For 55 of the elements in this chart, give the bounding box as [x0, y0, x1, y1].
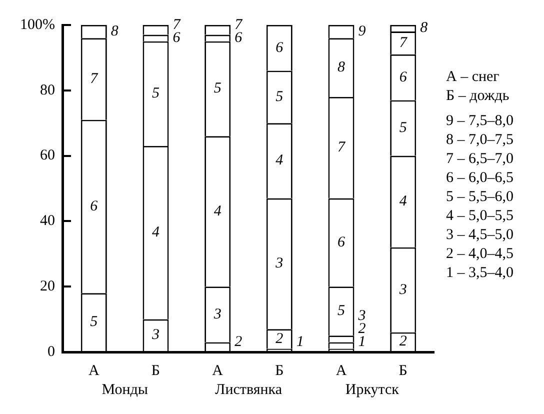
- x-tick-label: А: [88, 362, 100, 379]
- x-tick-label: А: [336, 362, 347, 379]
- text: 5: [90, 314, 98, 330]
- x-tick-label: А: [212, 362, 224, 379]
- text: 3: [276, 256, 284, 272]
- text: 5: [338, 303, 345, 320]
- text: 4: [399, 194, 407, 210]
- series-label: 2: [399, 334, 408, 350]
- series-label: 9: [358, 23, 366, 40]
- text: 7 – 6,5–7,0: [446, 150, 514, 169]
- y-tick-label: 80: [40, 82, 55, 98]
- text: 1 – 3,5–4,0: [446, 264, 514, 283]
- text: 5: [276, 88, 284, 105]
- text: Иркутск: [345, 382, 400, 398]
- text: 6: [338, 234, 345, 250]
- text: 6: [90, 198, 98, 214]
- y-tick-label: 60: [40, 148, 55, 164]
- text: 4: [276, 152, 284, 169]
- series-label: 5: [214, 80, 222, 97]
- y-tick-label: 100%: [20, 16, 55, 33]
- series-label: 4: [214, 203, 222, 220]
- text: 4 – 5,0–5,5: [446, 207, 514, 226]
- text: 5: [399, 120, 407, 136]
- text: Б – дождь: [446, 87, 510, 106]
- text: Монды: [102, 382, 148, 398]
- text: 3: [399, 282, 407, 298]
- text: 9 – 7,5–8,0: [446, 112, 514, 131]
- x-tick-label: Б: [398, 362, 408, 379]
- text: 2: [276, 330, 284, 347]
- text: Листвянка: [215, 382, 282, 398]
- text: 3: [214, 306, 222, 322]
- text: 8: [338, 59, 345, 76]
- text: 4: [152, 224, 160, 241]
- text: 3 – 4,5–5,0: [446, 226, 514, 245]
- y-tick-label: 0: [47, 344, 55, 360]
- text: 8 – 7,0–7,5: [446, 131, 514, 150]
- text: 5 – 5,5–6,0: [446, 188, 514, 207]
- x-tick-label: Б: [151, 362, 160, 379]
- text: 6: [399, 69, 407, 86]
- text: А – снег: [446, 68, 500, 87]
- y-tick-label: 40: [40, 213, 55, 230]
- text: 6 – 6,0–6,5: [446, 169, 514, 188]
- y-tick-label: 20: [40, 278, 55, 295]
- text: 6: [276, 40, 284, 56]
- x-tick-label: Б: [275, 362, 284, 379]
- series-label: 7: [399, 34, 408, 51]
- text: 7: [338, 140, 345, 156]
- series-label: 8: [110, 23, 119, 40]
- text: 2: [234, 334, 242, 350]
- series-label: 1: [296, 334, 304, 350]
- text: 2 – 4,0–4,5: [446, 245, 514, 264]
- text: 7: [90, 70, 98, 87]
- text: 8: [420, 20, 428, 36]
- text: 5: [152, 86, 160, 102]
- series-label: 3: [150, 327, 160, 344]
